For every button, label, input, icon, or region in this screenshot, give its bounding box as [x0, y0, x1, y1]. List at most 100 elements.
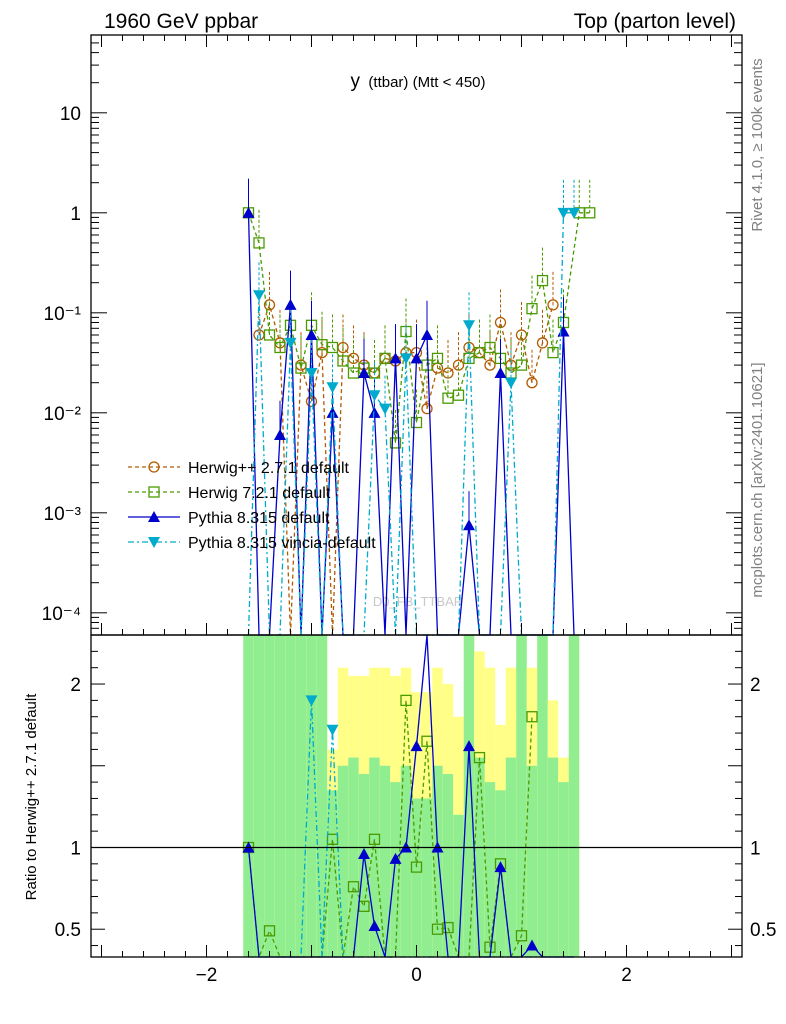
band-green: [484, 782, 496, 957]
band-green: [316, 635, 328, 957]
ratio-point: [410, 740, 423, 752]
rivet-version: Rivet 4.1.0, ≥ 100k events: [749, 58, 766, 231]
series-point: [274, 429, 286, 440]
band-green: [295, 635, 307, 957]
band-green: [432, 765, 443, 957]
y-tick-label: 10⁻²: [44, 404, 82, 425]
series-point: [274, 341, 286, 354]
band-green: [505, 757, 517, 957]
legend-marker-2: [148, 511, 160, 522]
series-point: [410, 416, 423, 429]
ratio-point: [400, 694, 412, 707]
band-green: [558, 782, 569, 957]
series-point: [379, 403, 391, 415]
band-green: [411, 798, 422, 957]
series-point: [568, 207, 580, 219]
ratio-tick-label-left: 1: [70, 838, 81, 859]
series-point: [337, 355, 349, 367]
band-green: [568, 635, 580, 957]
band-green: [243, 635, 254, 957]
series-point: [253, 290, 265, 302]
band-green: [264, 635, 275, 957]
band-green: [306, 635, 317, 957]
legend-label-3: Pythia 8.315 vincia-default: [188, 535, 376, 552]
series-point: [505, 377, 517, 389]
legend-label-1: Herwig 7.2.1 default: [188, 485, 331, 502]
ratio-point: [358, 848, 370, 860]
series-point: [463, 320, 475, 332]
ratio-point: [463, 740, 475, 752]
series-point: [421, 329, 433, 340]
analysis-watermark: D0_FB_TTBAR: [373, 594, 463, 609]
band-green: [253, 635, 265, 957]
ratio-point: [473, 751, 486, 764]
band-green: [421, 798, 433, 957]
legend-marker-3: [148, 537, 160, 548]
series-point: [326, 341, 339, 354]
plot-title: y (ttbar) (Mtt < 450): [350, 71, 485, 92]
ratio-uncertainty-bands: [243, 635, 580, 957]
band-green: [369, 757, 380, 957]
series-point: [284, 298, 297, 310]
series-point: [410, 352, 423, 364]
ratio-point: [515, 930, 528, 942]
series-point: [557, 207, 570, 219]
ratio-point: [305, 695, 318, 707]
ratio-point: [526, 939, 538, 951]
band-green: [526, 765, 538, 957]
y-tick-label: 10⁻¹: [44, 304, 82, 325]
series-point: [368, 390, 381, 402]
series-point: [305, 329, 318, 340]
band-green: [358, 773, 370, 957]
series-point: [463, 352, 475, 365]
band-green: [379, 765, 391, 957]
band-green: [495, 790, 506, 957]
band-green: [537, 635, 548, 957]
band-green: [463, 635, 475, 957]
series-point: [431, 352, 444, 365]
title-var: y: [350, 71, 360, 92]
ratio-point: [494, 861, 507, 873]
x-tick-label: 0: [411, 965, 422, 986]
ratio-tick-label-right: 0.5: [750, 920, 776, 941]
y-tick-label: 10: [60, 104, 81, 125]
series-point: [326, 406, 339, 418]
y-tick-label: 10⁻⁴: [42, 604, 81, 625]
series-point: [463, 519, 475, 531]
legend-marker-0: [148, 461, 160, 473]
series-point: [379, 352, 391, 365]
series-point: [536, 337, 549, 349]
band-green: [442, 773, 454, 957]
series-point: [389, 437, 402, 449]
y-tick-label: 10⁻³: [44, 504, 82, 525]
band-green: [348, 757, 359, 957]
series-point: [368, 406, 381, 418]
series-point: [284, 337, 297, 349]
ratio-point: [347, 881, 360, 893]
band-green: [453, 814, 464, 957]
ratio-point: [368, 919, 381, 931]
ratio-tick-label-right: 1: [750, 838, 761, 859]
series-point: [421, 403, 433, 415]
legend-label-2: Pythia 8.315 default: [188, 510, 330, 527]
ratio-point: [442, 921, 454, 934]
mcplots-credit: mcplots.cern.ch [arXiv:2401.10621]: [749, 362, 766, 597]
series-point: [326, 382, 339, 394]
series-point: [547, 346, 559, 359]
main-series-layer: [242, 178, 596, 636]
header-process: Top (parton level): [574, 10, 736, 33]
series-line-3: [247, 212, 574, 636]
series-point: [263, 329, 276, 341]
series-point: [305, 368, 318, 380]
series-point: [526, 303, 538, 315]
ratio-point: [326, 833, 339, 845]
legend-marker-1: [148, 486, 160, 498]
series-point: [452, 389, 465, 401]
band-green: [327, 790, 338, 957]
series-point: [536, 274, 549, 287]
series-point: [547, 299, 559, 311]
axes-layer: −2 0 2 10 1 10⁻¹ 10⁻² 10⁻³ 10⁻⁴ 2 2 1 1 0.5 0.5: [42, 34, 776, 986]
series-point: [484, 341, 496, 354]
legend: Herwig++ 2.7.1 default Herwig 7.2.1 defau…: [128, 460, 376, 552]
